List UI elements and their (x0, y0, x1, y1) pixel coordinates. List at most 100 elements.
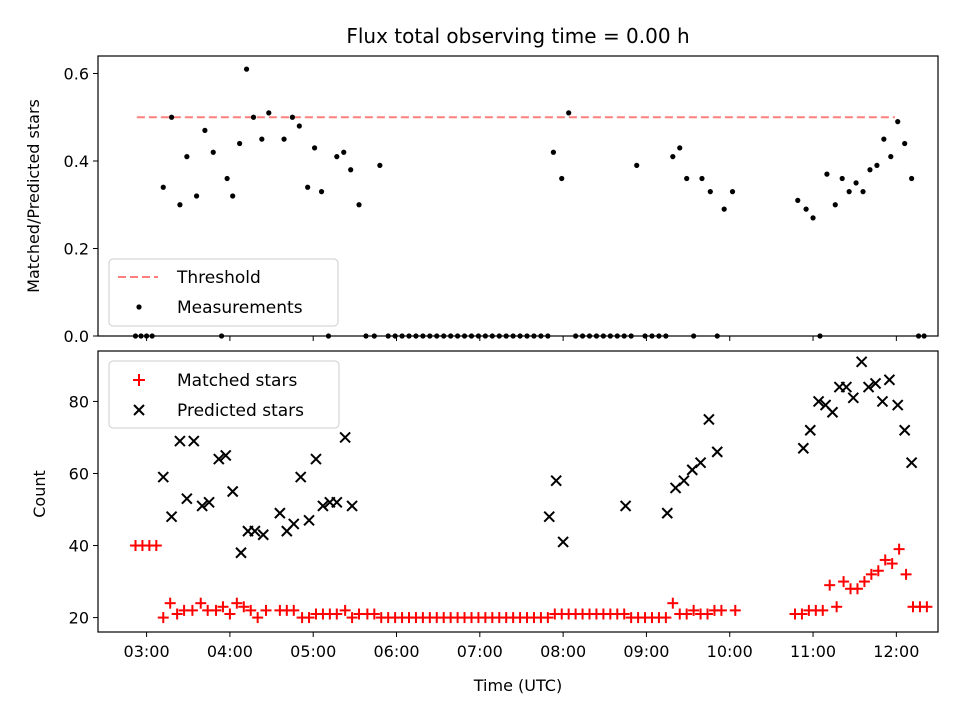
predicted-star-point (619, 500, 632, 512)
bottom-y-axis-label: Count (30, 470, 49, 518)
measurement-point (566, 110, 572, 116)
legend-matched-swatch (133, 374, 145, 386)
measurement-point (593, 333, 600, 339)
measurement-point (224, 175, 230, 182)
bottom-legend: Matched stars Predicted stars (108, 360, 340, 429)
measurement-point (149, 333, 155, 339)
predicted-star-point (862, 381, 875, 393)
predicted-star-point (346, 500, 358, 512)
predicted-star-point (303, 514, 315, 527)
measurement-point (318, 189, 325, 195)
measurement-point (803, 206, 809, 212)
predicted-star-point (257, 529, 269, 541)
measurement-point (455, 333, 461, 339)
matched-star-point (851, 583, 863, 595)
measurement-point (817, 333, 823, 339)
measurement-point (853, 180, 859, 186)
matched-star-point (224, 608, 236, 620)
measurement-point (243, 66, 250, 72)
predicted-star-point (331, 496, 343, 509)
measurement-point (902, 140, 908, 147)
predicted-star-point (317, 500, 329, 512)
measurement-point (281, 136, 287, 142)
predicted-star-point (174, 435, 186, 447)
measurement-point (311, 145, 318, 151)
measurement-point (482, 333, 488, 339)
measurement-point (305, 184, 311, 190)
top-legend: Threshold Measurements (108, 258, 339, 327)
predicted-star-point (905, 456, 918, 469)
x-tick-label: 04:00 (207, 642, 253, 661)
predicted-star-point (812, 395, 825, 408)
matched-star-point (217, 601, 229, 613)
measurement-point (881, 136, 887, 142)
predicted-star-point (203, 496, 215, 509)
predicted-star-point (711, 446, 723, 458)
measurement-point (860, 189, 866, 195)
measurement-point (503, 333, 509, 339)
measurement-point (489, 333, 495, 339)
measurement-point (663, 333, 669, 339)
x-tick-label: 12:00 (873, 642, 919, 661)
measurement-point (614, 333, 620, 339)
measurement-point (846, 189, 852, 195)
measurement-point (795, 197, 801, 203)
bottom-y-tick-label: 20 (69, 609, 89, 628)
legend-predicted-swatch (133, 404, 145, 416)
measurement-point (496, 333, 502, 339)
matched-star-point (865, 568, 877, 580)
bottom-y-tick-label: 60 (69, 464, 89, 483)
measurement-point (586, 333, 593, 339)
top-y-tick-label: 0.4 (64, 152, 89, 171)
predicted-star-point (196, 500, 208, 512)
predicted-star-point (883, 374, 896, 386)
measurement-point (707, 189, 713, 195)
measurement-point (448, 333, 454, 339)
matched-star-point (618, 608, 630, 620)
measurement-point (427, 333, 433, 339)
x-tick-label: 09:00 (623, 642, 669, 661)
measurement-point (461, 333, 468, 339)
matched-star-point (210, 604, 222, 616)
measurement-point (600, 333, 606, 339)
measurement-point (266, 110, 272, 116)
measurement-point (210, 149, 216, 155)
measurement-point (921, 333, 927, 339)
measurement-point (607, 333, 613, 339)
matched-star-point (702, 608, 714, 620)
measurement-point (729, 189, 736, 195)
chart-title: Flux total observing time = 0.00 h (346, 24, 689, 48)
measurement-point (202, 127, 208, 133)
matched-star-point (715, 604, 727, 616)
matched-stars-points (129, 540, 933, 624)
legend-measurements-label: Measurements (177, 298, 303, 318)
top-panel: 0.0 0.2 0.4 0.6 Matched/Predicted stars Thr… (24, 55, 939, 346)
measurement-point (649, 333, 655, 339)
predicted-star-point (339, 431, 351, 444)
matched-star-point (831, 601, 843, 613)
matched-star-point (660, 612, 672, 624)
measurement-point (420, 333, 426, 339)
measurement-point (392, 333, 398, 339)
bottom-legend-box (108, 360, 340, 429)
x-tick-label: 08:00 (540, 642, 586, 661)
measurement-point (138, 333, 144, 339)
top-y-axis-label: Matched/Predicted stars (24, 99, 43, 293)
top-y-tick-label: 0.6 (64, 65, 89, 84)
measurement-point (434, 333, 440, 339)
measurement-point (334, 154, 340, 160)
top-y-ticks: 0.0 0.2 0.4 0.6 (64, 65, 98, 346)
measurement-point (475, 333, 482, 339)
legend-threshold-label: Threshold (176, 268, 261, 288)
matched-star-point (542, 612, 554, 624)
matched-star-point (260, 604, 272, 616)
measurement-point (721, 206, 727, 212)
matched-star-point (729, 604, 741, 616)
predicted-star-point (288, 518, 300, 530)
matched-star-point (667, 597, 679, 609)
measurement-point (909, 175, 915, 182)
predicted-star-point (550, 474, 562, 487)
